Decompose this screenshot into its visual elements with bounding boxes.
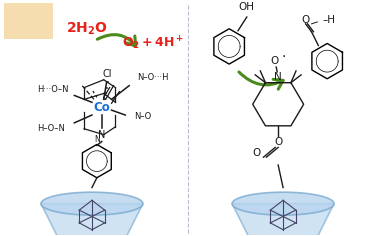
Text: O: O	[274, 136, 282, 147]
Polygon shape	[232, 204, 334, 236]
Text: N: N	[98, 130, 105, 140]
FancyArrowPatch shape	[97, 35, 136, 46]
Text: Cl: Cl	[103, 69, 112, 79]
Text: O: O	[252, 148, 261, 158]
Text: H–O–N: H–O–N	[37, 124, 65, 133]
Ellipse shape	[41, 192, 143, 215]
Text: OH: OH	[239, 2, 255, 12]
Text: $\mathbf{O_2 + 4H^+}$: $\mathbf{O_2 + 4H^+}$	[122, 35, 183, 52]
Text: N: N	[94, 135, 100, 144]
Text: Co: Co	[93, 101, 110, 114]
Text: N–O···H: N–O···H	[137, 73, 168, 82]
Text: N: N	[274, 72, 282, 82]
Text: ·: ·	[282, 50, 286, 64]
Bar	[4, 3, 53, 39]
Text: –H: –H	[322, 15, 335, 25]
Polygon shape	[41, 204, 143, 236]
Text: N–O: N–O	[134, 113, 152, 122]
Text: H···O–N: H···O–N	[37, 85, 68, 94]
Ellipse shape	[232, 192, 334, 215]
FancyArrowPatch shape	[239, 72, 283, 89]
Text: O: O	[270, 56, 278, 66]
Text: O: O	[302, 15, 310, 25]
Text: $\mathbf{2H_2O}$: $\mathbf{2H_2O}$	[66, 21, 108, 37]
